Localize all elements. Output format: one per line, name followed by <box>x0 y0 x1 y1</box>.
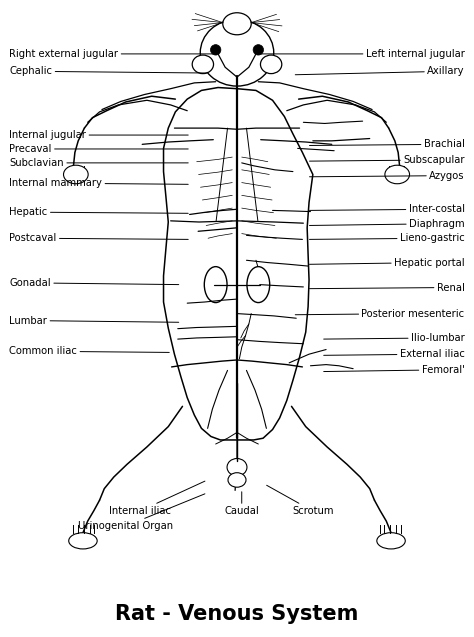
Text: Brachial: Brachial <box>310 140 465 149</box>
Text: Axillary: Axillary <box>295 66 465 76</box>
Text: Inter-costal: Inter-costal <box>310 204 465 214</box>
Text: Lieno-gastric: Lieno-gastric <box>310 233 465 243</box>
Ellipse shape <box>204 267 227 303</box>
Ellipse shape <box>223 13 251 35</box>
Text: Hepatic portal: Hepatic portal <box>310 257 465 268</box>
Text: Caudal: Caudal <box>224 492 259 516</box>
Ellipse shape <box>64 165 88 183</box>
Text: External iliac: External iliac <box>324 349 465 359</box>
Text: Common iliac: Common iliac <box>9 347 169 356</box>
Ellipse shape <box>247 267 270 303</box>
Text: Hepatic: Hepatic <box>9 207 188 217</box>
Ellipse shape <box>192 55 213 74</box>
Text: Precaval: Precaval <box>9 144 188 154</box>
Ellipse shape <box>260 55 282 74</box>
Text: Diaphragm: Diaphragm <box>310 218 465 229</box>
Ellipse shape <box>200 19 274 86</box>
Text: Subclavian: Subclavian <box>9 158 188 168</box>
Polygon shape <box>164 87 313 440</box>
Text: Scrotum: Scrotum <box>267 485 334 516</box>
Ellipse shape <box>253 45 264 55</box>
Ellipse shape <box>385 165 410 183</box>
Text: Left internal jugular: Left internal jugular <box>257 49 465 59</box>
Ellipse shape <box>210 45 221 55</box>
Text: Cephalic: Cephalic <box>9 66 207 76</box>
Ellipse shape <box>228 473 246 487</box>
Text: Subscapular: Subscapular <box>310 155 465 165</box>
Text: Gonadal: Gonadal <box>9 278 179 288</box>
Text: Ilio-lumbar: Ilio-lumbar <box>324 333 465 343</box>
Text: Internal iliac: Internal iliac <box>109 481 205 516</box>
Text: Azygos: Azygos <box>310 171 465 181</box>
Ellipse shape <box>377 533 405 549</box>
Ellipse shape <box>69 533 97 549</box>
Text: Internal mammary: Internal mammary <box>9 178 188 188</box>
Text: Internal jugular: Internal jugular <box>9 130 188 140</box>
Text: Renal: Renal <box>310 283 465 292</box>
Text: Right external jugular: Right external jugular <box>9 49 217 59</box>
Text: Postcaval: Postcaval <box>9 233 188 243</box>
Text: Posterior mesenteric: Posterior mesenteric <box>295 308 465 318</box>
Text: Femoral': Femoral' <box>324 365 465 375</box>
Text: Rat - Venous System: Rat - Venous System <box>115 604 359 624</box>
Ellipse shape <box>227 459 247 476</box>
Text: Urinogenital Organ: Urinogenital Organ <box>78 494 205 531</box>
Text: Lumbar: Lumbar <box>9 315 179 326</box>
